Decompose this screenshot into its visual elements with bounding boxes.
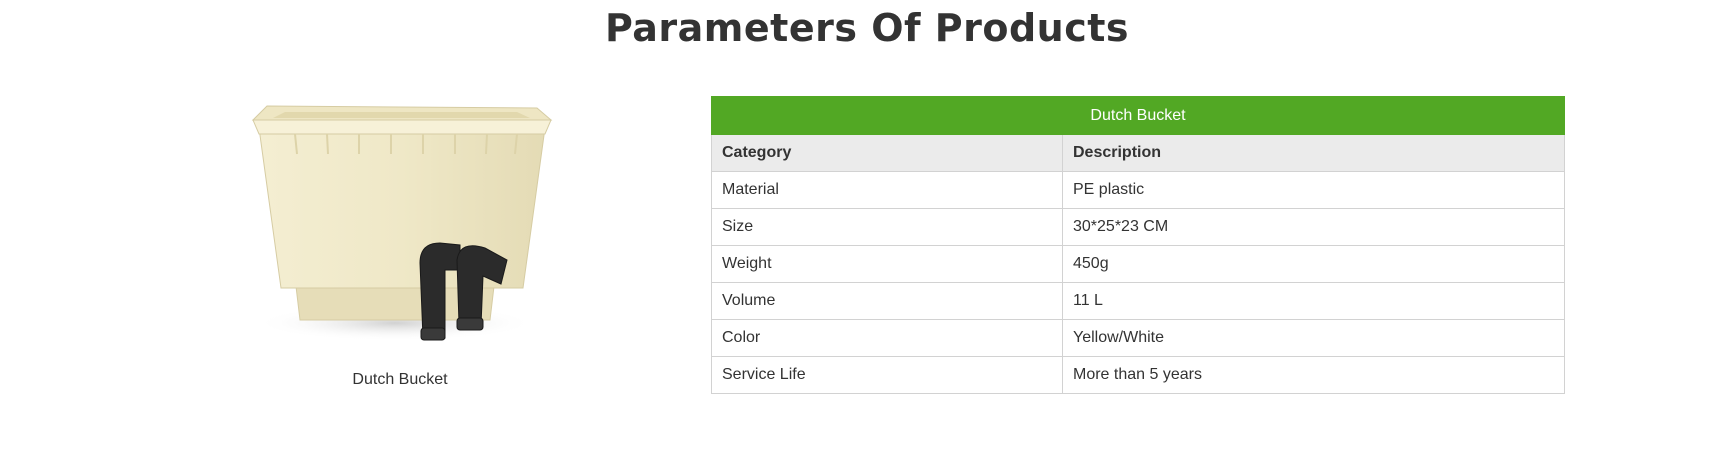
table-row: Service Life More than 5 years — [711, 356, 1565, 394]
table-title-row: Dutch Bucket — [711, 96, 1565, 135]
table-row: Material PE plastic — [711, 171, 1565, 209]
row-description: 30*25*23 CM — [1062, 208, 1565, 246]
table-row: Weight 450g — [711, 245, 1565, 283]
table-row: Color Yellow/White — [711, 319, 1565, 357]
row-category: Weight — [711, 245, 1063, 283]
table-header-row: Category Description — [711, 134, 1565, 172]
column-header-description: Description — [1062, 134, 1565, 172]
table-row: Size 30*25*23 CM — [711, 208, 1565, 246]
page-title: Parameters Of Products — [604, 6, 1130, 50]
row-description: 450g — [1062, 245, 1565, 283]
column-header-category: Category — [711, 134, 1063, 172]
row-category: Material — [711, 171, 1063, 209]
product-image — [245, 98, 555, 353]
row-description: Yellow/White — [1062, 319, 1565, 357]
dutch-bucket-image — [251, 105, 553, 341]
row-description: More than 5 years — [1062, 356, 1565, 394]
table-title: Dutch Bucket — [711, 96, 1565, 135]
row-category: Service Life — [711, 356, 1063, 394]
spec-table: Dutch Bucket Category Description Materi… — [711, 96, 1565, 394]
product-caption: Dutch Bucket — [352, 371, 448, 388]
row-category: Volume — [711, 282, 1063, 320]
row-category: Color — [711, 319, 1063, 357]
row-category: Size — [711, 208, 1063, 246]
row-description: 11 L — [1062, 282, 1565, 320]
table-row: Volume 11 L — [711, 282, 1565, 320]
row-description: PE plastic — [1062, 171, 1565, 209]
